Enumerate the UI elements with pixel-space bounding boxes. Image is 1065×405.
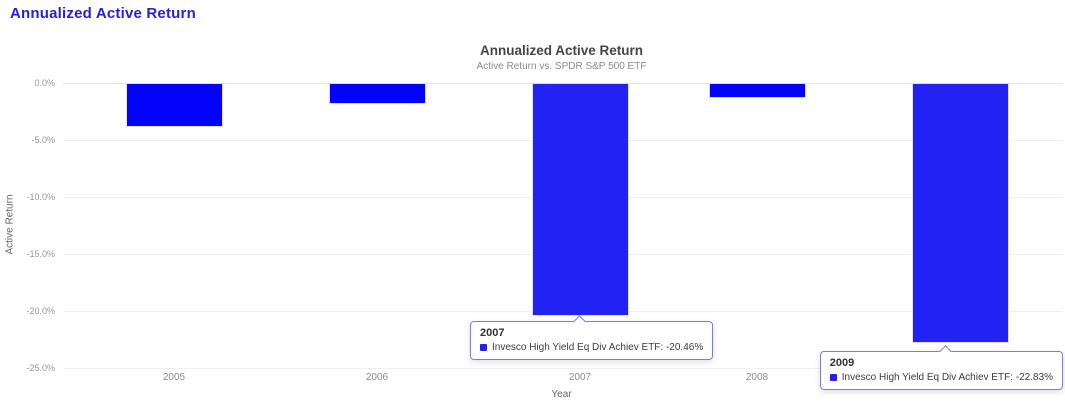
y-axis-tick-label: -25.0% [26,363,55,373]
tooltip-arrow-icon [938,345,952,358]
page-title: Annualized Active Return [10,5,196,22]
chart-subtitle: Active Return vs. SPDR S&P 500 ETF [476,61,647,72]
tooltip-series-value: Invesco High Yield Eq Div Achiev ETF: -2… [492,342,704,353]
tooltip-series-row: Invesco High Yield Eq Div Achiev ETF: -2… [480,342,703,353]
x-axis-label-2008: 2008 [745,372,769,383]
y-axis-tick-label: 0.0% [34,78,55,88]
tooltip-2009: 2009 Invesco High Yield Eq Div Achiev ET… [819,345,1063,390]
tooltip-year: 2007 [480,327,505,339]
bar-2008[interactable] [708,83,806,98]
tooltip-2007: 2007 Invesco High Yield Eq Div Achiev ET… [470,315,714,360]
gridline [63,368,1063,369]
tooltip-arrow-icon [573,315,586,328]
bar-2007[interactable] [531,83,629,316]
y-axis-tick-label: -5.0% [31,135,55,145]
bar-2006[interactable] [328,83,426,104]
x-axis-label-2006: 2006 [365,372,389,383]
y-axis-tick-label: -10.0% [26,192,55,202]
bar-2009[interactable] [911,83,1009,343]
chart-title: Annualized Active Return [479,43,644,58]
x-axis-label-2007: 2007 [568,372,592,383]
series-marker-icon [480,344,487,351]
x-axis-label-2005: 2005 [162,372,186,383]
x-axis-title: Year [551,389,572,400]
y-axis-tick-label: -15.0% [26,249,55,259]
y-axis-tick-label: -20.0% [26,306,55,316]
tooltip-series-value: Invesco High Yield Eq Div Achiev ETF: -2… [841,372,1053,383]
series-marker-icon [829,374,837,381]
tooltip-series-row: Invesco High Yield Eq Div Achiev ETF: -2… [829,372,1053,383]
bar-2005[interactable] [125,83,223,127]
tooltip-year: 2009 [829,357,855,369]
